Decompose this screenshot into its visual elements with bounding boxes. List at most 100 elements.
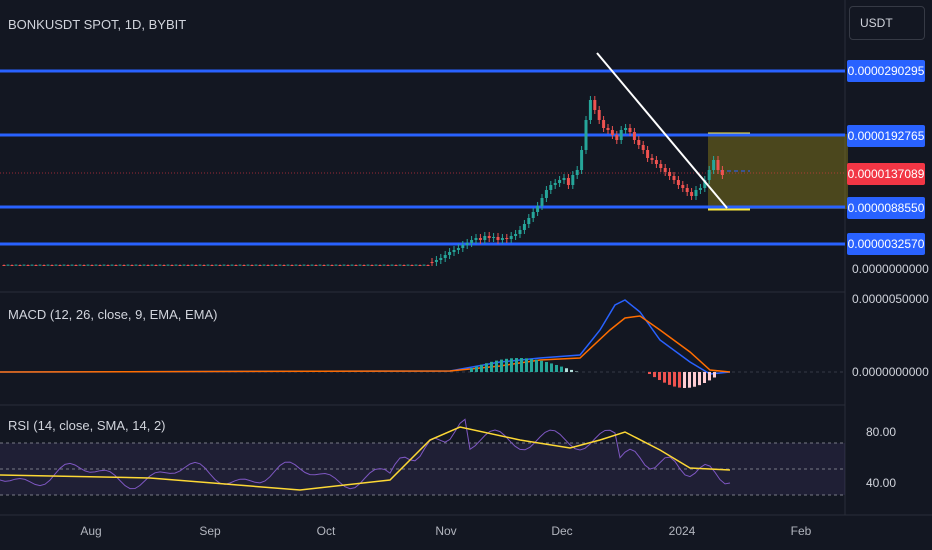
candle-body [162, 265, 166, 266]
candle-body [418, 265, 422, 266]
price-level-tag[interactable]: 0.0000032570 [847, 233, 925, 255]
macd-label[interactable]: MACD (12, 26, close, 9, EMA, EMA) [8, 307, 218, 322]
candle-body [226, 265, 230, 266]
candle-body [222, 264, 226, 266]
candle-body [126, 264, 130, 266]
candle-body [6, 264, 10, 266]
candle-body [274, 265, 278, 266]
price-level-tag[interactable]: 0.0000192765 [847, 125, 925, 147]
macd-histogram-bar [565, 368, 568, 372]
candle-body [142, 264, 146, 266]
candle-body [334, 264, 338, 266]
candle-body [354, 265, 358, 266]
candle-body [166, 264, 170, 266]
price-level-tag[interactable]: 0.0000290295 [847, 60, 925, 82]
candle-body [298, 265, 302, 266]
candle-body [474, 238, 478, 240]
candle-body [190, 264, 194, 266]
candle-body [94, 264, 98, 266]
candle-body [286, 264, 290, 266]
candle-body [218, 265, 222, 266]
candle-body [509, 236, 513, 239]
rsi-axis-lower-label: 40.00 [866, 476, 897, 490]
macd-histogram-bar [703, 372, 706, 383]
candle-body [2, 265, 6, 266]
macd-histogram-bar [550, 363, 553, 372]
candle-body [70, 264, 74, 266]
candle-body [302, 264, 306, 266]
candle-body [250, 265, 254, 266]
candle-body [154, 265, 158, 266]
candle-body [310, 264, 314, 266]
candle-body [707, 170, 711, 180]
candle-body [465, 243, 469, 245]
candle-body [314, 265, 318, 266]
candle-body [716, 160, 720, 170]
candle-body [350, 264, 354, 266]
candle-body [206, 264, 210, 266]
candle-body [118, 264, 122, 266]
candle-body [146, 265, 150, 266]
candle-body [46, 264, 50, 266]
candle-body [138, 265, 142, 266]
candle-body [254, 264, 258, 266]
candle-body [439, 258, 443, 260]
candle-body [430, 262, 434, 263]
candle-body [549, 185, 553, 190]
candle-body [326, 264, 330, 266]
candle-body [536, 206, 540, 212]
currency-button[interactable]: USDT [849, 6, 925, 40]
candle-body [150, 264, 154, 266]
candle-body [202, 265, 206, 266]
macd-histogram-bar [510, 358, 513, 372]
macd-histogram-bar [658, 372, 661, 381]
candle-body [659, 164, 663, 168]
rsi-label[interactable]: RSI (14, close, SMA, 14, 2) [8, 418, 166, 433]
candle-body [461, 245, 465, 248]
candle-body [370, 265, 374, 266]
candle-body [42, 265, 46, 266]
macd-histogram-bar [668, 372, 671, 385]
candle-body [58, 265, 62, 266]
macd-histogram-bar [535, 359, 538, 372]
candle-body [78, 264, 82, 266]
macd-histogram-bar [490, 361, 493, 372]
candle-body [580, 150, 584, 170]
candle-body [685, 188, 689, 192]
candle-body [122, 265, 126, 266]
symbol-title: BONKUSDT SPOT, 1D, BYBIT [8, 17, 187, 32]
current-price-tag: 0.0000137089 [847, 163, 925, 185]
candle-body [628, 128, 632, 132]
candle-body [663, 168, 667, 172]
macd-histogram-bar [648, 372, 651, 374]
candle-body [62, 264, 66, 266]
candle-body [322, 265, 326, 266]
candle-body [278, 264, 282, 266]
candle-body [668, 172, 672, 176]
candle-body [358, 264, 362, 266]
candle-body [378, 265, 382, 266]
candle-body [246, 264, 250, 266]
candle-body [698, 188, 702, 190]
candle-body [452, 250, 456, 252]
candle-body [394, 265, 398, 266]
candle-body [487, 236, 491, 238]
candle-body [492, 237, 496, 238]
candle-body [505, 238, 509, 239]
candle-body [571, 175, 575, 185]
candle-body [174, 264, 178, 266]
macd-histogram-bar [530, 358, 533, 372]
candle-body [210, 265, 214, 266]
candle-body [198, 264, 202, 266]
trend-line [596, 52, 728, 209]
candle-body [641, 145, 645, 150]
candle-body [230, 264, 234, 266]
price-level-tag[interactable]: 0.0000088550 [847, 197, 925, 219]
time-axis-label: 2024 [668, 524, 696, 538]
candle-body [584, 120, 588, 150]
macd-histogram-bar [525, 358, 528, 372]
candle-body [186, 265, 190, 266]
candle-body [214, 264, 218, 266]
candle-body [386, 265, 390, 266]
